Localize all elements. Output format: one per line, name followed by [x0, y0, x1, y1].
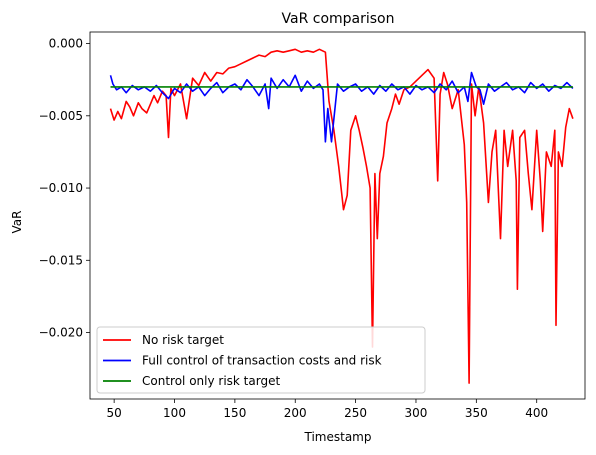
legend: No risk target Full control of transactio…: [96, 326, 426, 394]
series-line-2: [109, 71, 574, 143]
x-tick-label: 350: [465, 406, 488, 420]
y-tick-label: −0.020: [39, 326, 83, 340]
legend-label: Full control of transaction costs and ri…: [142, 354, 382, 368]
series-line-1: [109, 48, 574, 384]
x-axis: 50 100 150 200 250 300 350 400: [107, 399, 548, 420]
y-tick-label: −0.015: [39, 253, 83, 267]
x-axis-title: Timestamp: [304, 430, 372, 444]
y-tick-label: −0.005: [39, 109, 83, 123]
legend-box: [96, 326, 426, 394]
chart-title: VaR comparison: [282, 11, 395, 27]
legend-label: No risk target: [142, 333, 224, 347]
x-tick-label: 200: [284, 406, 307, 420]
y-axis: 0.000 −0.005 −0.010 −0.015 −0.020: [39, 37, 90, 340]
y-tick-label: 0.000: [49, 37, 83, 51]
x-tick-label: 150: [223, 406, 246, 420]
x-tick-label: 100: [163, 406, 186, 420]
x-tick-label: 400: [525, 406, 548, 420]
plot-frame: [89, 31, 586, 400]
y-tick-label: −0.010: [39, 181, 83, 195]
x-tick-label: 300: [405, 406, 428, 420]
x-tick-label: 50: [107, 406, 122, 420]
legend-label: Control only risk target: [142, 374, 280, 388]
y-axis-title: VaR: [10, 211, 24, 234]
x-tick-label: 250: [344, 406, 367, 420]
series-layer: [109, 48, 574, 384]
